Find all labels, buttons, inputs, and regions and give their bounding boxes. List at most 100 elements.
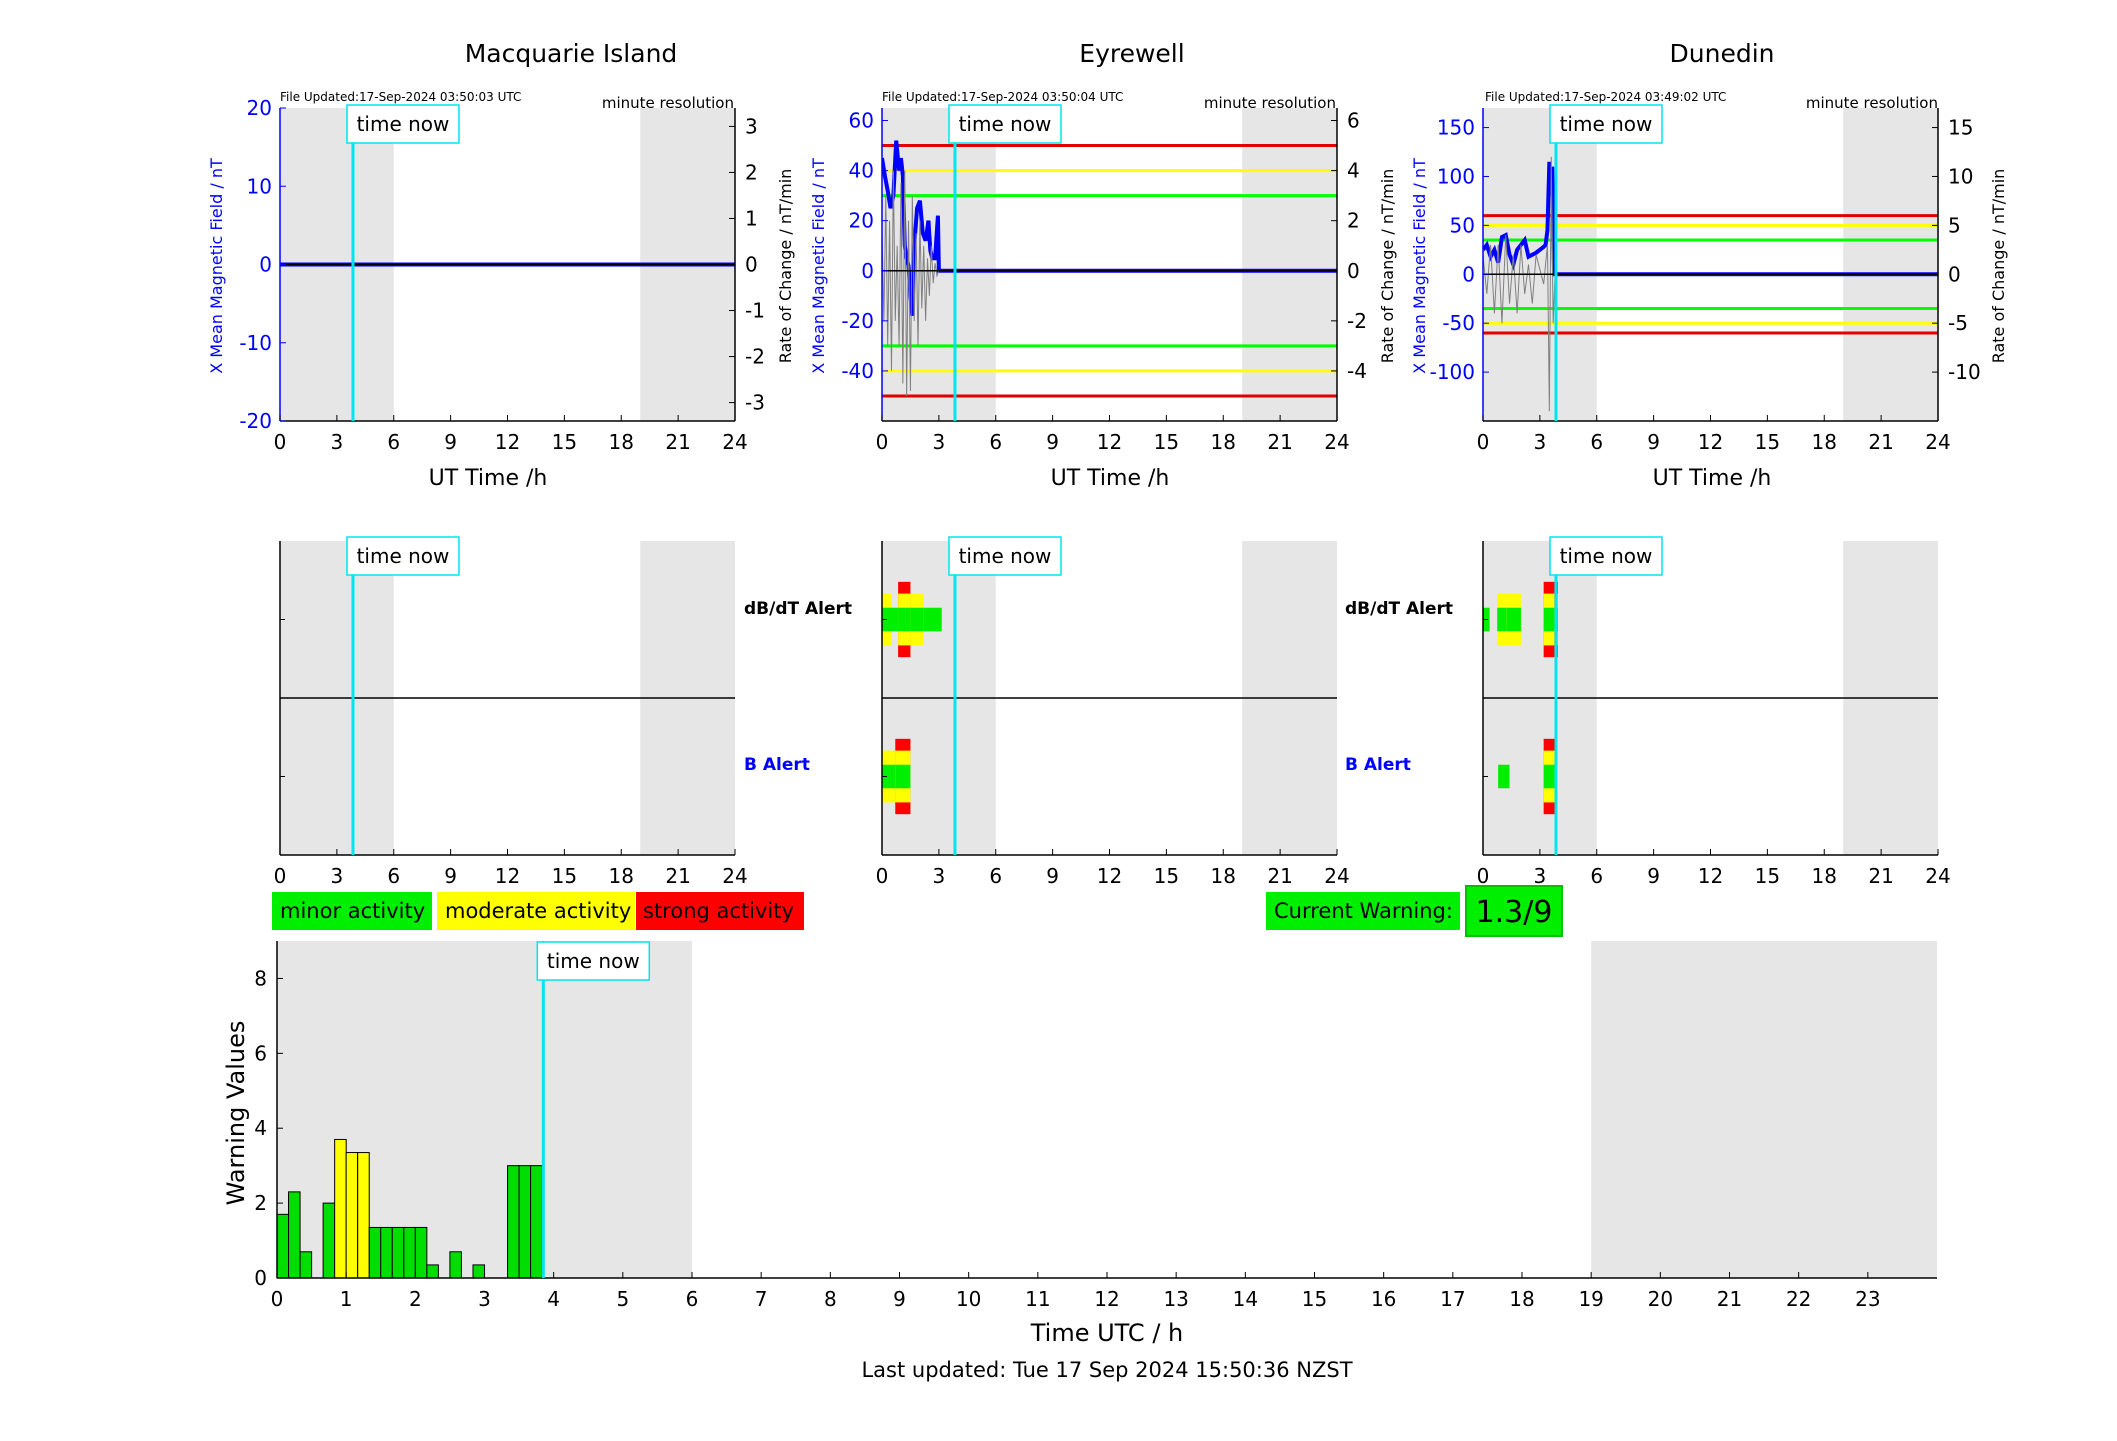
minor-activity-label: minor activity [280, 899, 425, 923]
last-updated: Last updated: Tue 17 Sep 2024 15:50:36 N… [861, 1358, 1352, 1382]
warning-bar [472, 1264, 486, 1279]
x-tick-label: 21 [1868, 864, 1893, 888]
y-tick-label-left: 20 [849, 209, 874, 233]
x-tick-label: 6 [989, 864, 1002, 888]
y-tick-label-right: 2 [1347, 209, 1360, 233]
x-tick-label: 21 [1717, 1287, 1742, 1311]
rate-series-line [882, 170, 1337, 396]
y-tick-label-right: -4 [1347, 359, 1367, 383]
x-tick-label: 2 [409, 1287, 422, 1311]
file-updated: File Updated:17-Sep-2024 03:50:04 UTC [882, 90, 1123, 104]
field-series-line [1483, 161, 1938, 277]
warning-bar [299, 1251, 313, 1279]
y-tick-label-left: 60 [849, 109, 874, 133]
x-tick-label: 12 [1094, 1287, 1119, 1311]
eyrewell-alert-panel: dB/dT Alert B Alert 0 3 6 9 12 15 18 21 24 time n… [744, 536, 1350, 888]
y-tick-label-left: -20 [841, 309, 874, 333]
x-tick-label: 6 [387, 864, 400, 888]
warning-bar [322, 1202, 336, 1279]
time-now-label-box [948, 104, 1062, 144]
y-tick-label-left: 0 [1462, 262, 1475, 286]
x-tick-label: 9 [1046, 864, 1059, 888]
dunedin-field-panel: Dunedin File Updated:17-Sep-2024 03:49:0… [1410, 39, 2008, 491]
alert-block [898, 607, 911, 632]
warning-bar [530, 1165, 543, 1279]
x-tick-label: 11 [1025, 1287, 1050, 1311]
panel-title: Dunedin [1670, 39, 1775, 68]
y-tick-label-right: 1 [745, 206, 758, 230]
y-tick-label-left: -20 [239, 409, 272, 433]
warning-bar [391, 1226, 405, 1279]
x-tick-label: 15 [1154, 864, 1179, 888]
x-tick-label: 15 [1154, 430, 1179, 454]
y-tick-label: 4 [254, 1116, 267, 1140]
moderate-activity-swatch [437, 892, 635, 930]
y-tick-label-left: 20 [247, 96, 272, 120]
y-tick-label-left: 0 [259, 253, 272, 277]
x-tick-label: 24 [1925, 864, 1950, 888]
y-tick-label-right: 10 [1948, 164, 1973, 188]
warning-bar [426, 1264, 439, 1279]
dbdt-alert-label: dB/dT Alert [1345, 599, 1453, 619]
x-tick-label: 24 [722, 430, 747, 454]
x-tick-label: 12 [1698, 430, 1723, 454]
x-tick-label: 15 [552, 430, 577, 454]
x-tick-label: 18 [609, 864, 634, 888]
x-axis-title: Time UTC / h [1030, 1319, 1184, 1347]
x-tick-label: 7 [755, 1287, 768, 1311]
x-tick-label: 3 [331, 864, 344, 888]
warning-bar [518, 1165, 532, 1279]
x-tick-label: 15 [552, 864, 577, 888]
x-tick-label: 6 [387, 430, 400, 454]
y-tick-label-left: -10 [239, 331, 272, 355]
x-tick-label: 14 [1233, 1287, 1258, 1311]
y-tick-label-right: 0 [745, 253, 758, 277]
resolution-label: minute resolution [602, 94, 734, 112]
y-axis-title-right: Rate of Change / nT/min [776, 169, 795, 364]
x-tick-label: 12 [1097, 864, 1122, 888]
night-shading [1843, 108, 1938, 421]
alert-block [1543, 764, 1556, 789]
x-tick-label: 3 [1534, 864, 1547, 888]
x-tick-label: 13 [1163, 1287, 1188, 1311]
x-tick-label: 18 [1211, 430, 1236, 454]
night-shading [1483, 108, 1597, 421]
x-tick-label: 9 [1647, 430, 1660, 454]
x-tick-label: 0 [274, 430, 287, 454]
x-tick-label: 0 [1477, 430, 1490, 454]
strong-activity-label: strong activity [643, 899, 794, 923]
dbdt-alert-label: dB/dT Alert [744, 599, 852, 619]
y-axis-title-left: X Mean Magnetic Field / nT [1410, 158, 1429, 374]
x-tick-label: 9 [444, 430, 457, 454]
time-now-label: time now [357, 112, 450, 136]
x-tick-label: 15 [1302, 1287, 1327, 1311]
x-tick-label: 9 [444, 864, 457, 888]
y-tick-label: 0 [254, 1266, 267, 1290]
time-now-label: time now [1560, 112, 1653, 136]
y-tick-label-right: 2 [745, 160, 758, 184]
eyrewell-field-panel: Eyrewell File Updated:17-Sep-2024 03:50:… [809, 39, 1397, 491]
warning-values-chart: Time UTC / h Warning Values 0 1 2 3 4 5 6 7 8 9 10… [222, 941, 1937, 1347]
y-tick-label: 8 [254, 966, 267, 990]
x-tick-label: 17 [1440, 1287, 1465, 1311]
x-tick-label: 19 [1578, 1287, 1603, 1311]
panel-title: Eyrewell [1079, 39, 1184, 68]
x-tick-label: 3 [933, 430, 946, 454]
x-tick-label: 12 [495, 430, 520, 454]
y-tick-label-left: 10 [247, 174, 272, 198]
x-tick-label: 12 [495, 864, 520, 888]
rate-series-line [1483, 156, 1938, 412]
time-now-label-box [1549, 104, 1663, 144]
time-now-label: time now [357, 544, 450, 568]
y-tick-label-left: 40 [849, 159, 874, 183]
file-updated: File Updated:17-Sep-2024 03:49:02 UTC [1485, 90, 1726, 104]
y-tick-label: 6 [254, 1041, 267, 1065]
resolution-label: minute resolution [1806, 94, 1938, 112]
x-tick-label: 6 [686, 1287, 699, 1311]
panel-title: Macquarie Island [465, 39, 678, 68]
time-now-label: time now [547, 949, 640, 973]
alert-block [923, 607, 942, 632]
x-tick-label: 0 [1477, 864, 1490, 888]
warning-bar [507, 1165, 520, 1279]
